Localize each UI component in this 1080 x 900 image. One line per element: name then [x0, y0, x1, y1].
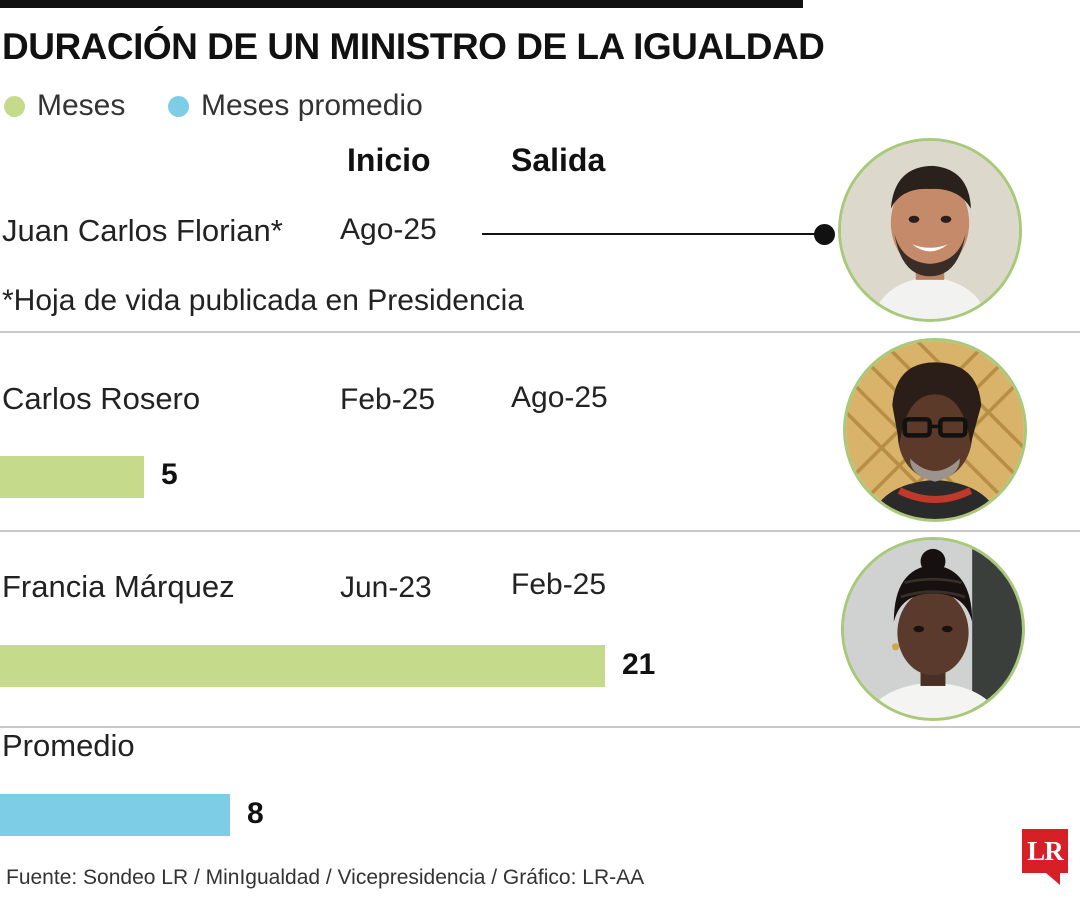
- legend-swatch-promedio: [168, 96, 189, 117]
- top-rule: [0, 0, 803, 8]
- woman-braids-portrait-icon: [841, 537, 1025, 721]
- legend-label-meses: Meses: [37, 89, 125, 123]
- chart-title: DURACIÓN DE UN MINISTRO DE LA IGUALDAD: [2, 26, 824, 68]
- row-label: Juan Carlos Florian*: [2, 213, 283, 249]
- row-start-date: Ago-25: [340, 213, 437, 247]
- footnote: *Hoja de vida publicada en Presidencia: [2, 284, 524, 318]
- legend-label-promedio: Meses promedio: [201, 89, 423, 123]
- ongoing-line: [482, 233, 824, 235]
- ongoing-endpoint: [814, 224, 835, 245]
- legend-item-promedio: Meses promedio: [168, 86, 423, 126]
- column-header-inicio: Inicio: [347, 142, 431, 179]
- row-end-date: Feb-25: [511, 568, 606, 602]
- man-smiling-portrait-icon: [838, 138, 1022, 322]
- bar-francia-marquez: [0, 645, 605, 687]
- row-start-date: Feb-25: [340, 383, 435, 417]
- source-note: Fuente: Sondeo LR / MinIgualdad / Vicepr…: [6, 866, 644, 890]
- row-start-date: Jun-23: [340, 571, 432, 605]
- row-label: Promedio: [2, 728, 135, 764]
- legend-swatch-meses: [4, 96, 25, 117]
- legend-item-meses: Meses: [4, 86, 125, 126]
- lr-logo: LR: [1022, 829, 1068, 873]
- bar-carlos-rosero: [0, 456, 144, 498]
- row-label: Carlos Rosero: [2, 381, 200, 417]
- row-divider: [0, 331, 1080, 333]
- row-divider: [0, 530, 1080, 532]
- bar-value-label: 8: [247, 797, 264, 831]
- row-end-date: Ago-25: [511, 381, 608, 415]
- bar-promedio: [0, 794, 230, 836]
- bar-value-label: 5: [161, 458, 178, 492]
- column-header-salida: Salida: [511, 142, 605, 179]
- row-divider: [0, 726, 1080, 728]
- man-with-glasses-portrait-icon: [843, 338, 1027, 522]
- row-label: Francia Márquez: [2, 569, 235, 605]
- bar-value-label: 21: [622, 648, 655, 682]
- lr-logo-tail: [1046, 873, 1060, 885]
